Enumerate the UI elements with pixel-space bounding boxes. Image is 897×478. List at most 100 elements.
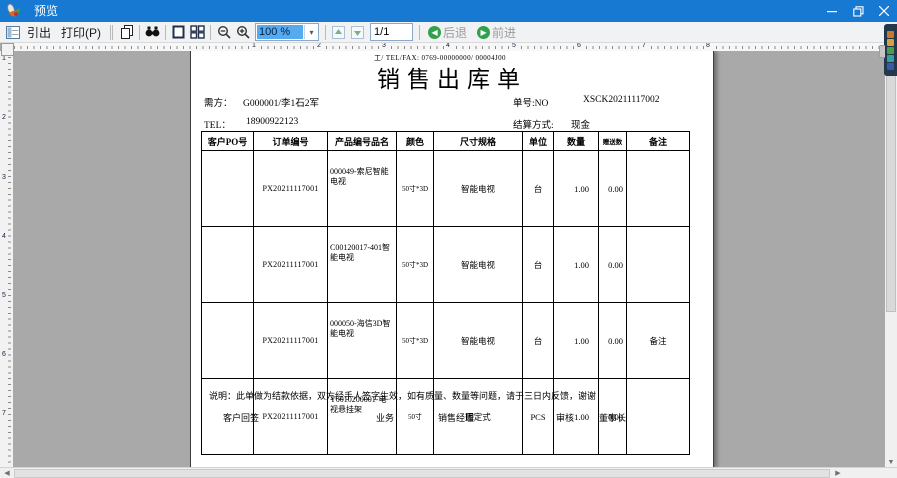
cell-unit: 台 (522, 226, 554, 303)
cell-spec: 智能电视 (433, 226, 523, 303)
cell-product: 000049-索尼智能电视 (327, 150, 397, 227)
page-indicator[interactable]: 1/1 (370, 23, 414, 41)
cell-qty: 1.00 (553, 226, 599, 303)
report-icon[interactable] (4, 24, 21, 41)
horizontal-scrollbar[interactable]: ◀ ▶ (0, 467, 897, 478)
single-page-view-icon[interactable] (170, 24, 187, 41)
settlement-label: 结算方式: (513, 121, 554, 131)
cell-color: 50寸*3D (396, 302, 434, 379)
app-logo-icon (5, 3, 23, 19)
document-title: 销售出库单 (377, 67, 527, 92)
forward-arrow-icon: ▶ (477, 25, 491, 39)
close-button[interactable] (871, 0, 897, 22)
cell-qty: 1.00 (553, 378, 599, 455)
export-button[interactable]: 引出 (27, 25, 52, 40)
cell-qty: 1.00 (553, 302, 599, 379)
cell-product: 000050-海信3D智能电视 (327, 302, 397, 379)
tel-value: 18900922123 (246, 117, 299, 127)
toolbar-separator (165, 24, 167, 40)
col-header-qty: 数量 (553, 131, 599, 151)
palette-swatch (887, 62, 894, 70)
vruler-number: 4 (2, 233, 6, 240)
horizontal-scroll-thumb[interactable] (14, 469, 830, 478)
cell-po (201, 378, 254, 455)
palette-swatch (887, 30, 894, 38)
items-table: 客户PO号 订单编号 产品编号品名 颜色 尺寸规格 单位 数量 赠送数 备注 P… (201, 131, 690, 455)
col-header-product: 产品编号品名 (327, 131, 397, 151)
col-header-unit: 单位 (522, 131, 554, 151)
table-row: PX20211117001 Y0010200001-电视悬挂架 50寸 固定式 … (201, 378, 690, 455)
palette-swatch (887, 38, 894, 46)
ruler-origin-box (1, 43, 14, 56)
cell-gift-qty: 0.00 (598, 378, 627, 455)
settlement-value: 现金 (571, 121, 591, 131)
vruler-number: 6 (2, 351, 6, 358)
palette-swatch (887, 54, 894, 62)
signature-auditor: 审核 (556, 413, 575, 423)
forward-label: 前进 (492, 25, 517, 40)
back-label: 后退 (443, 25, 468, 40)
back-button[interactable]: ◀ 后退 (423, 23, 472, 41)
cell-order-no: PX20211117001 (253, 302, 328, 379)
chevron-down-icon[interactable]: ▾ (304, 25, 318, 39)
copy-icon[interactable] (118, 24, 135, 41)
cell-order-no: PX20211117001 (253, 378, 328, 455)
cell-unit: PCS (522, 378, 554, 455)
zoom-in-icon[interactable] (234, 24, 251, 41)
doc-no-value: XSCK20211117002 (583, 95, 660, 105)
palette-handle[interactable] (879, 45, 885, 58)
toolbar-separator (419, 24, 421, 40)
restore-button[interactable] (845, 0, 871, 22)
cell-po (201, 226, 254, 303)
hruler-number: 2 (316, 42, 322, 49)
zoom-out-icon[interactable] (215, 24, 232, 41)
back-arrow-icon: ◀ (428, 25, 442, 39)
col-header-color: 颜色 (396, 131, 434, 151)
toolbar: 引出 打印(P) (0, 22, 897, 43)
cell-color: 50寸*3D (396, 226, 434, 303)
toolbar-separator (325, 24, 327, 40)
find-icon[interactable] (144, 24, 161, 41)
cell-order-no: PX20211117001 (253, 226, 328, 303)
col-header-spec: 尺寸规格 (433, 131, 523, 151)
minimize-button[interactable] (819, 0, 845, 22)
cell-remark (626, 378, 690, 455)
cell-spec: 智能电视 (433, 150, 523, 227)
cell-spec: 智能电视 (433, 302, 523, 379)
note-line: 说明：此单做为结款依据，双方经手人签字生效，如有质量、数量等问题，请于三日内反馈… (209, 391, 597, 401)
docked-palette-widget[interactable] (879, 24, 897, 76)
signature-customer: 客户回签 (223, 413, 260, 423)
toolbar-separator (139, 24, 141, 40)
buyer-value: G000001/李1石2军 (243, 99, 320, 109)
hruler-number: 4 (445, 42, 451, 49)
preview-canvas: 工/ TEL/FAX: 0769-00000000/ 00004J00 销售出库… (13, 51, 885, 468)
col-header-gift: 赠送数 (598, 131, 627, 151)
print-button[interactable]: 打印(P) (61, 25, 102, 40)
vertical-scroll-thumb[interactable] (886, 55, 896, 312)
vruler-number: 5 (2, 292, 6, 299)
cell-gift-qty: 0.00 (598, 302, 627, 379)
first-page-icon[interactable] (330, 24, 347, 41)
vertical-ruler (0, 51, 13, 468)
signature-sales: 业务 (376, 413, 395, 423)
scroll-left-icon[interactable]: ◀ (4, 470, 10, 477)
zoom-level-value: 100 % (257, 25, 304, 39)
cell-spec: 固定式 (433, 378, 523, 455)
vruler-number: 1 (2, 55, 6, 62)
scroll-right-icon[interactable]: ▶ (835, 470, 841, 477)
cell-po (201, 302, 254, 379)
last-page-icon[interactable] (349, 24, 366, 41)
hruler-number: 8 (705, 42, 711, 49)
scroll-down-icon[interactable]: ▼ (887, 459, 895, 466)
multi-page-view-icon[interactable] (189, 24, 206, 41)
cell-remark (626, 150, 690, 227)
zoom-level-select[interactable]: 100 % ▾ (255, 23, 320, 41)
cell-unit: 台 (522, 302, 554, 379)
forward-button[interactable]: ▶ 前进 (472, 23, 521, 41)
hruler-number: 5 (511, 42, 517, 49)
vruler-number: 7 (2, 410, 6, 417)
vertical-scrollbar[interactable]: ▲ ▼ (885, 42, 897, 468)
cell-product: Y0010200001-电视悬挂架 (327, 378, 397, 455)
cell-color: 50寸*3D (396, 150, 434, 227)
